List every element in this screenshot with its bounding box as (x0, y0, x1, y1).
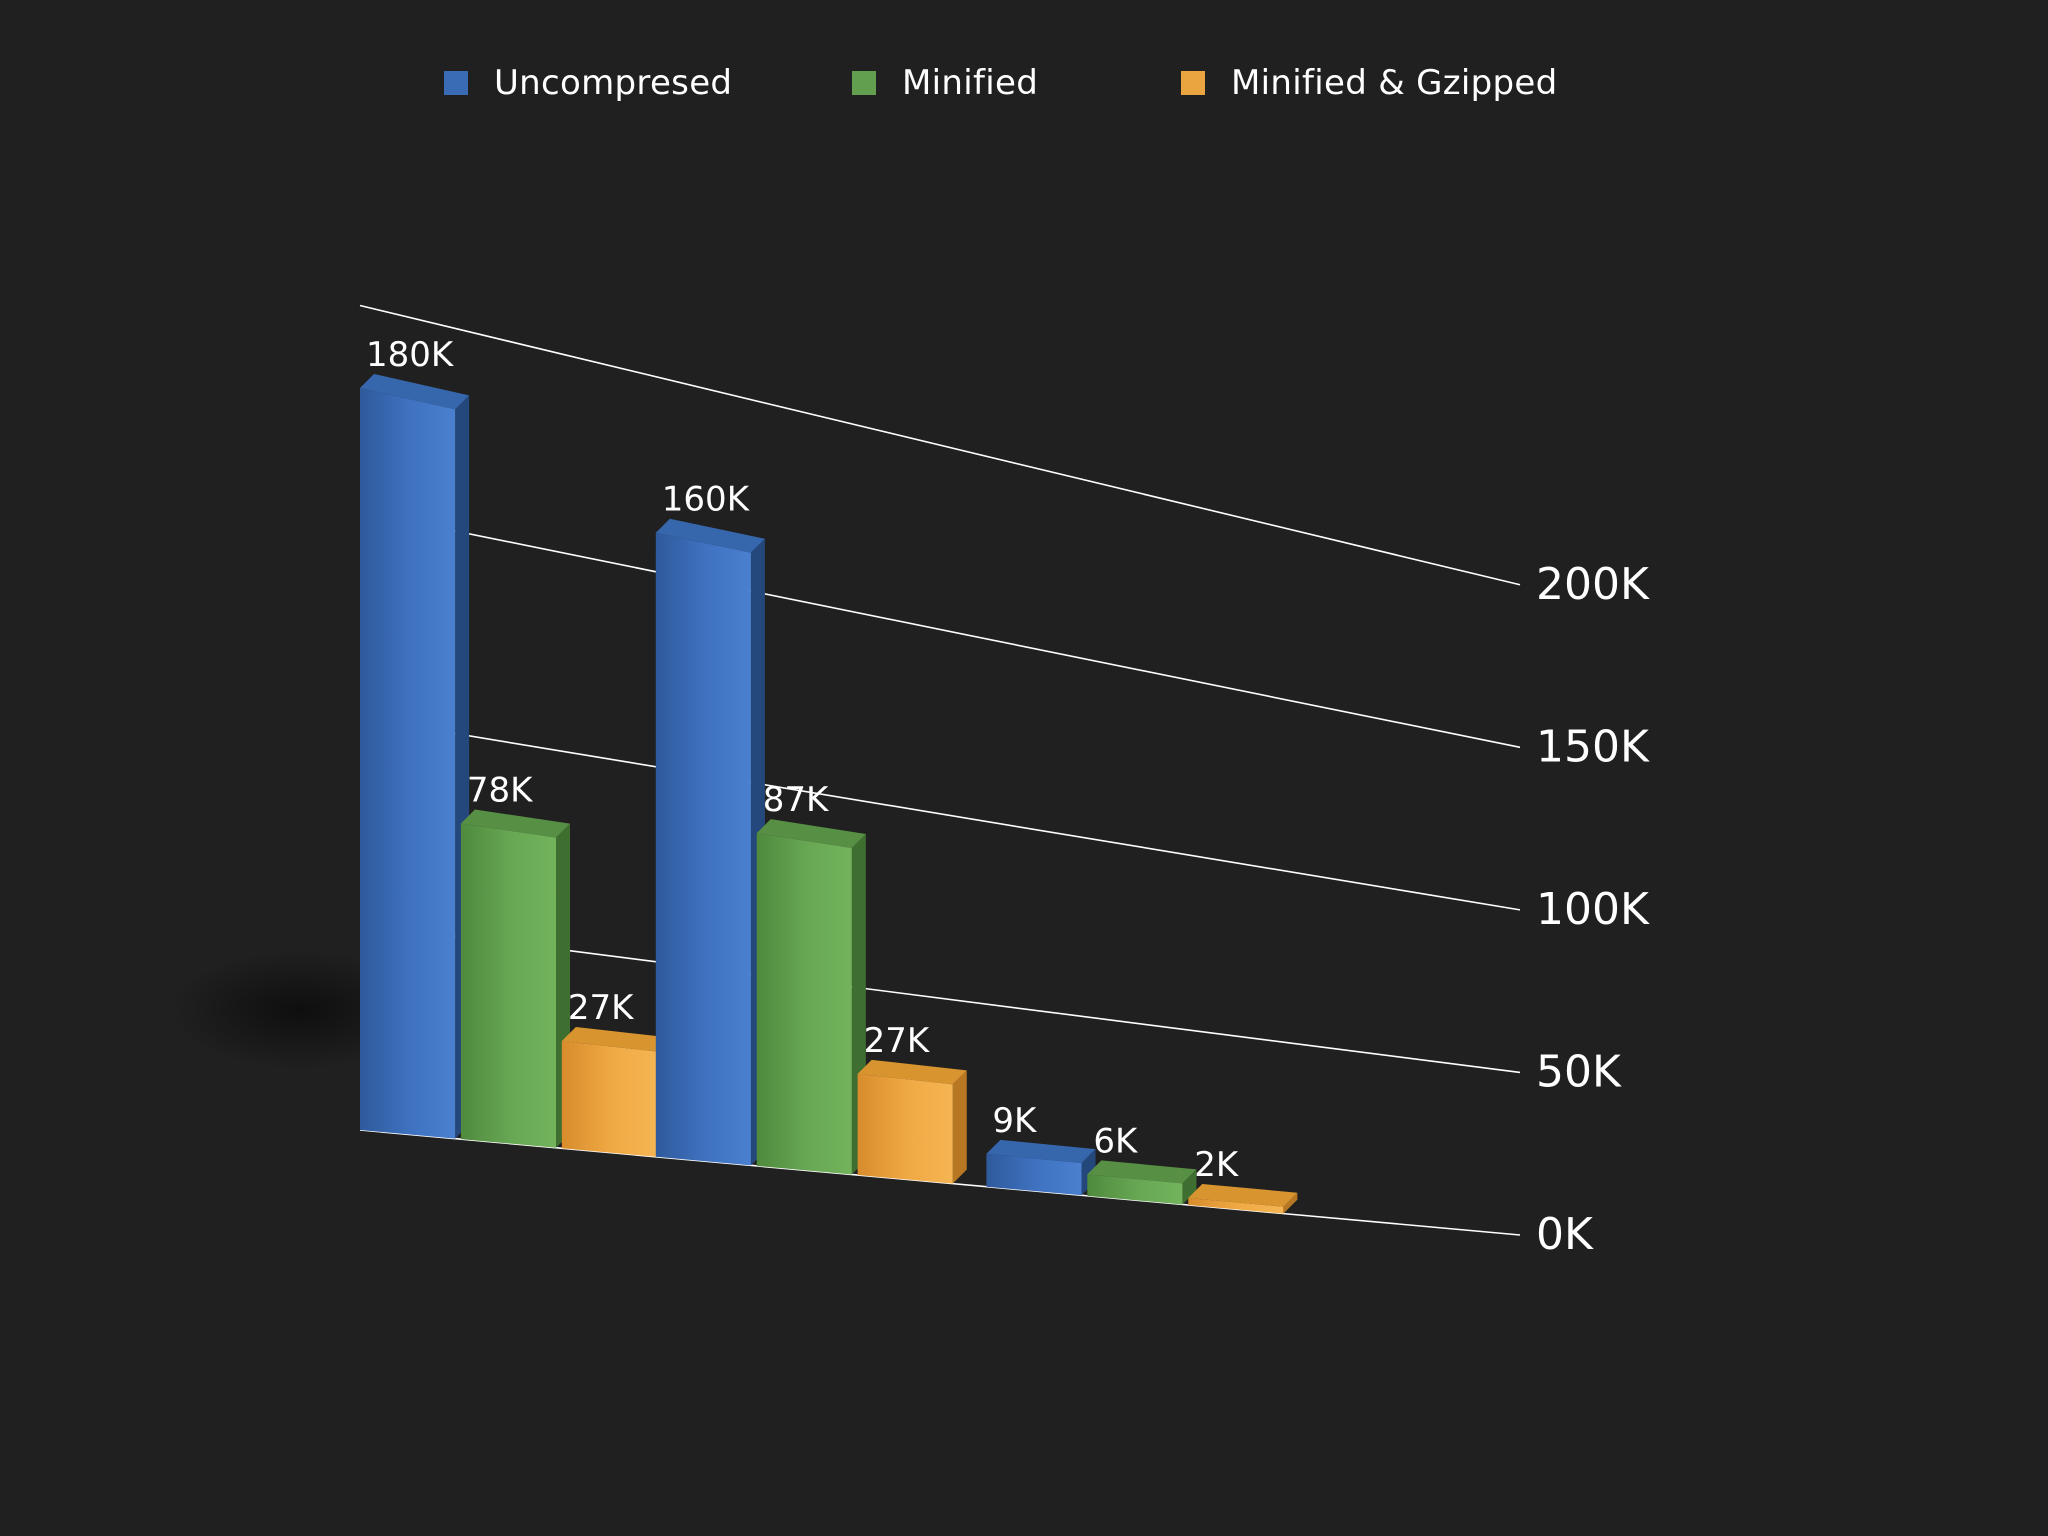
bar-top (986, 1139, 1096, 1164)
bar (561, 1027, 671, 1157)
value-label: 9K (992, 1101, 1038, 1141)
bar-top (460, 809, 571, 838)
bar-front (1188, 1197, 1284, 1214)
value-labels: 180K 78K 27K 160K 87K 27K 9K 6K 2K (366, 335, 1240, 1185)
bar-top (857, 1059, 967, 1085)
bar-top (756, 819, 866, 849)
bar-front (857, 1073, 953, 1184)
bar-front (460, 823, 557, 1148)
value-label: 160K (662, 480, 751, 520)
gridlines: 0K 50K 100K 150K 200K (359, 304, 1650, 1260)
value-label: 6K (1093, 1121, 1139, 1161)
y-tick-label: 200K (1536, 559, 1650, 610)
bar (1188, 1183, 1298, 1214)
legend-swatch-minified (852, 71, 876, 95)
value-label: 27K (568, 988, 635, 1028)
bar (655, 518, 765, 1166)
y-tick-label: 100K (1536, 884, 1650, 935)
bar (460, 809, 571, 1148)
bar (986, 1139, 1096, 1196)
legend-item-gzipped: Minified & Gzipped (1181, 58, 1558, 108)
bar (756, 819, 866, 1175)
legend-item-minified: Minified (852, 58, 1038, 108)
bar-front (986, 1153, 1082, 1196)
bar-side (1182, 1169, 1197, 1205)
value-label: 2K (1194, 1145, 1240, 1185)
bar-front (756, 833, 852, 1175)
legend-label-minified: Minified (902, 63, 1039, 103)
legend-item-uncompressed: Uncompresed (444, 58, 732, 108)
legend-swatch-gzipped (1181, 71, 1205, 95)
bar (857, 1059, 967, 1184)
y-tick-label: 50K (1536, 1046, 1622, 1097)
legend-label-gzipped: Minified & Gzipped (1231, 63, 1558, 103)
value-label: 78K (467, 770, 534, 810)
bar-front (1087, 1174, 1183, 1205)
bar-top (655, 518, 765, 553)
bar-front (561, 1041, 657, 1157)
bar-top (1087, 1160, 1197, 1184)
chart-legend: Uncompresed Minified Minified & Gzipped (0, 58, 2048, 108)
bar-top (561, 1027, 671, 1052)
bar-side (952, 1070, 967, 1184)
gridline (359, 510, 1521, 749)
bar-top (1188, 1183, 1298, 1207)
value-label: 180K (366, 335, 455, 375)
value-label: 27K (864, 1021, 931, 1061)
bar (1087, 1160, 1197, 1205)
y-tick-label: 150K (1536, 721, 1650, 772)
y-tick-label: 0K (1536, 1209, 1594, 1260)
bar-top (360, 373, 470, 410)
bar-front (360, 387, 456, 1139)
bar-side (1283, 1192, 1298, 1214)
gridline (359, 716, 1521, 911)
bar (360, 373, 470, 1139)
legend-swatch-uncompressed (444, 71, 468, 95)
legend-label-uncompressed: Uncompresed (494, 63, 733, 103)
bar-front (655, 532, 751, 1166)
gridline (359, 304, 1521, 586)
bars (360, 373, 1298, 1214)
value-label: 87K (763, 780, 830, 820)
